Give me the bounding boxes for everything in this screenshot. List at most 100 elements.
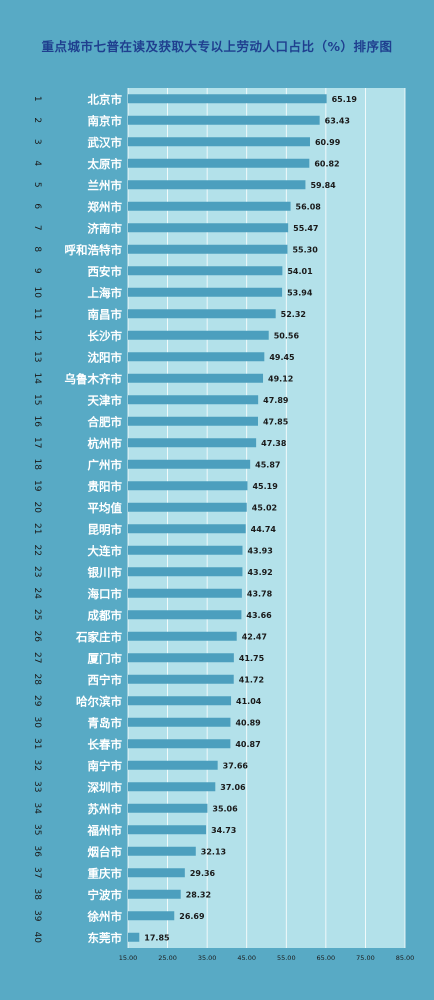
city-label: 昆明市 bbox=[88, 522, 123, 536]
city-label: 石家庄市 bbox=[75, 630, 122, 644]
bar-value-label: 26.69 bbox=[179, 912, 205, 921]
city-label: 长沙市 bbox=[88, 329, 123, 343]
rank-label: 15 bbox=[32, 394, 42, 405]
bar bbox=[128, 782, 216, 792]
bar-value-label: 41.75 bbox=[239, 654, 265, 663]
bar-value-label: 49.12 bbox=[268, 374, 293, 383]
city-label: 苏州市 bbox=[88, 802, 123, 816]
rank-label: 23 bbox=[32, 566, 42, 577]
bar-value-label: 55.47 bbox=[293, 224, 318, 233]
bar-value-label: 52.32 bbox=[281, 310, 306, 319]
bar bbox=[128, 803, 208, 813]
bar-value-label: 37.06 bbox=[220, 783, 246, 792]
city-label: 杭州市 bbox=[88, 436, 123, 450]
bar bbox=[128, 395, 259, 405]
bar bbox=[128, 696, 232, 706]
bar bbox=[128, 825, 207, 835]
city-label: 呼和浩特市 bbox=[65, 243, 123, 257]
bar-value-label: 34.73 bbox=[211, 826, 236, 835]
city-label: 沈阳市 bbox=[88, 350, 123, 364]
bar bbox=[128, 137, 310, 147]
x-tick-label: 45.00 bbox=[237, 954, 256, 962]
bar bbox=[128, 244, 288, 254]
x-tick-label: 55.00 bbox=[277, 954, 296, 962]
rank-label: 7 bbox=[32, 225, 42, 231]
city-label: 青岛市 bbox=[88, 716, 123, 730]
bar bbox=[128, 653, 234, 663]
bar bbox=[128, 846, 196, 856]
city-label: 上海市 bbox=[88, 286, 123, 300]
bar bbox=[128, 416, 258, 426]
bar-value-label: 60.82 bbox=[314, 159, 339, 168]
bar bbox=[128, 588, 242, 598]
city-label: 西安市 bbox=[88, 264, 123, 278]
chart-title: 重点城市七普在读及获取大专以上劳动人口占比（%）排序图 bbox=[41, 39, 393, 54]
bar bbox=[128, 158, 310, 168]
bar-value-label: 17.85 bbox=[144, 933, 170, 942]
x-tick-label: 15.00 bbox=[119, 954, 138, 962]
bar bbox=[128, 610, 242, 620]
x-tick-label: 65.00 bbox=[317, 954, 336, 962]
bar bbox=[128, 352, 265, 362]
city-label: 厦门市 bbox=[88, 651, 123, 665]
rank-label: 1 bbox=[32, 96, 42, 102]
bar bbox=[128, 201, 291, 211]
bar-value-label: 45.02 bbox=[252, 503, 277, 512]
city-label: 烟台市 bbox=[88, 845, 123, 859]
bar-value-label: 63.43 bbox=[325, 116, 350, 125]
city-label: 天津市 bbox=[88, 393, 123, 407]
bar bbox=[128, 868, 185, 878]
rank-label: 21 bbox=[32, 523, 42, 534]
bar bbox=[128, 330, 269, 340]
bar-value-label: 35.06 bbox=[212, 804, 238, 813]
city-label: 兰州市 bbox=[88, 178, 123, 192]
city-label: 银川市 bbox=[88, 565, 123, 579]
bar bbox=[128, 889, 181, 899]
bar bbox=[128, 287, 283, 297]
city-label: 南宁市 bbox=[88, 759, 123, 773]
bar-value-label: 53.94 bbox=[287, 288, 313, 297]
rank-label: 14 bbox=[32, 373, 42, 385]
x-tick-label: 85.00 bbox=[396, 954, 415, 962]
rank-label: 13 bbox=[32, 351, 42, 362]
bar-value-label: 29.36 bbox=[190, 869, 216, 878]
city-label: 平均值 bbox=[88, 501, 123, 515]
bar bbox=[128, 932, 140, 942]
rank-label: 27 bbox=[32, 652, 42, 663]
bar bbox=[128, 567, 243, 577]
rank-label: 19 bbox=[32, 480, 42, 492]
bar-value-label: 59.84 bbox=[310, 181, 336, 190]
rank-label: 6 bbox=[32, 203, 42, 209]
city-label: 北京市 bbox=[88, 92, 123, 106]
bar bbox=[128, 739, 231, 749]
bar bbox=[128, 674, 234, 684]
bar-value-label: 55.30 bbox=[292, 245, 318, 254]
bar-value-label: 49.45 bbox=[269, 353, 295, 362]
bar bbox=[128, 309, 276, 319]
bar-value-label: 32.13 bbox=[201, 847, 226, 856]
bar bbox=[128, 266, 283, 276]
rank-label: 11 bbox=[32, 308, 42, 319]
bar-value-label: 43.92 bbox=[247, 568, 272, 577]
city-label: 海口市 bbox=[88, 587, 123, 601]
city-label: 郑州市 bbox=[88, 200, 123, 214]
city-label: 成都市 bbox=[88, 608, 123, 622]
bar-value-label: 54.01 bbox=[287, 267, 313, 276]
rank-label: 3 bbox=[32, 139, 42, 145]
rank-label: 22 bbox=[32, 545, 42, 556]
city-label: 合肥市 bbox=[88, 415, 123, 429]
bar-value-label: 40.87 bbox=[235, 740, 260, 749]
bar-value-label: 41.04 bbox=[236, 697, 262, 706]
bar-value-label: 45.87 bbox=[255, 460, 280, 469]
bar bbox=[128, 438, 257, 448]
bar bbox=[128, 911, 175, 921]
city-label: 贵阳市 bbox=[88, 479, 123, 493]
rank-label: 29 bbox=[32, 695, 42, 707]
city-label: 重庆市 bbox=[88, 866, 123, 880]
bar-value-label: 40.89 bbox=[235, 718, 261, 727]
bar-value-label: 47.85 bbox=[263, 417, 289, 426]
rank-label: 25 bbox=[32, 609, 42, 620]
bar bbox=[128, 223, 289, 233]
rank-label: 12 bbox=[32, 330, 42, 341]
city-label: 乌鲁木齐市 bbox=[65, 372, 123, 386]
